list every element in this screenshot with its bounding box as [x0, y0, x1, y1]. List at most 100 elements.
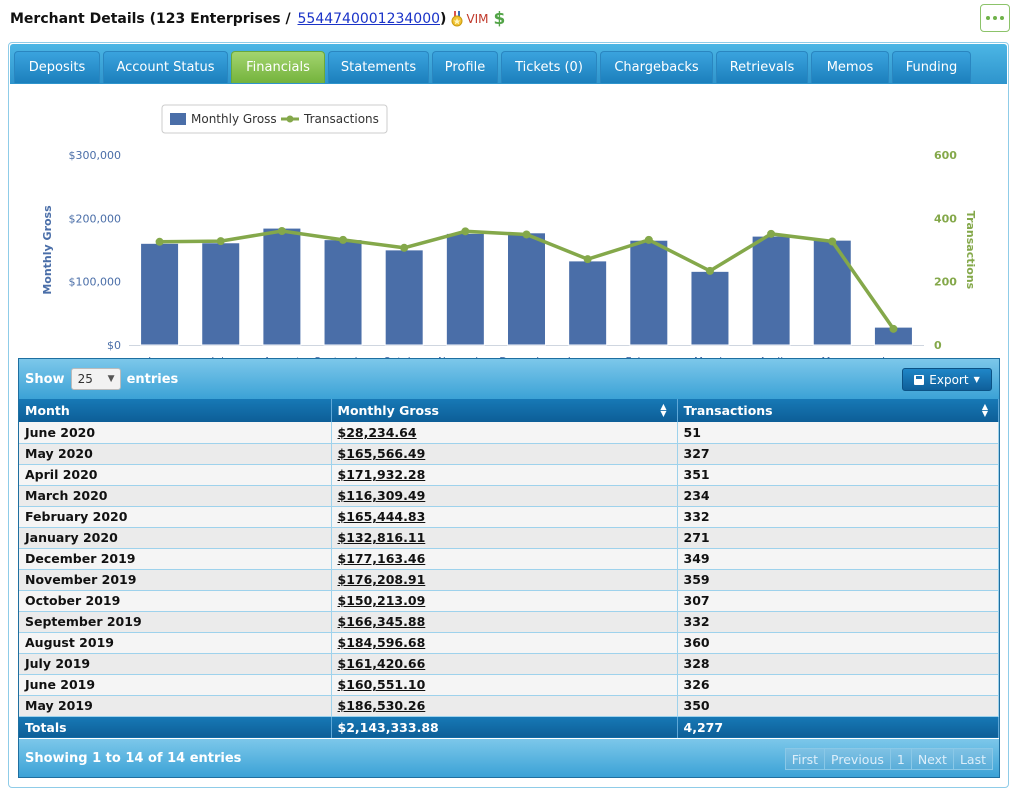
pager-first-button[interactable]: First: [784, 748, 826, 770]
more-options-button[interactable]: [980, 4, 1010, 32]
table-row: June 2019 $160,551.10 326: [19, 674, 999, 696]
medal-icon: [450, 11, 464, 27]
column-label: Month: [25, 403, 70, 418]
gross-cell: $186,530.26: [331, 695, 678, 717]
merchant-panel: Deposits Account Status Financials Statemen…: [8, 42, 1009, 788]
pager-previous-button[interactable]: Previous: [824, 748, 891, 770]
gross-link[interactable]: $132,816.11: [337, 530, 426, 545]
gross-link[interactable]: $165,566.49: [337, 446, 426, 461]
tab-funding[interactable]: Funding: [892, 51, 971, 83]
export-label: Export: [929, 372, 969, 387]
show-label: Show: [25, 371, 65, 387]
gross-link[interactable]: $176,208.91: [337, 572, 426, 587]
table-row: February 2020 $165,444.83 332: [19, 506, 999, 528]
chart-legend: [161, 104, 388, 134]
export-button[interactable]: Export ▼: [902, 368, 992, 391]
gross-link[interactable]: $184,596.68: [337, 635, 426, 650]
column-header-month[interactable]: Month: [19, 399, 332, 422]
gross-link[interactable]: $171,932.28: [337, 467, 426, 482]
page-size-select[interactable]: 25 ▼: [70, 368, 121, 390]
column-label: Transactions: [683, 403, 773, 418]
transactions-cell: 332: [677, 506, 999, 528]
gross-link[interactable]: $160,551.10: [337, 677, 426, 692]
vim-label: VIM: [466, 12, 489, 26]
caret-down-icon: ▼: [973, 375, 980, 384]
y-tick-label: $100,000: [69, 276, 122, 289]
month-cell: February 2020: [19, 506, 332, 528]
sort-icon: ▲ ▼: [660, 402, 667, 418]
y2-axis-title: Transactions: [964, 211, 977, 290]
tab-memos[interactable]: Memos: [811, 51, 889, 83]
gross-cell: $177,163.46: [331, 548, 678, 570]
gross-link[interactable]: $186,530.26: [337, 698, 426, 713]
gross-cell: $160,551.10: [331, 674, 678, 696]
dot-icon: [1000, 16, 1004, 20]
totals-label: Totals: [19, 716, 332, 738]
gross-cell: $116,309.49: [331, 485, 678, 507]
bar-monthly-gross: [568, 260, 608, 346]
tab-profile[interactable]: Profile: [432, 51, 498, 83]
point-transactions: [828, 237, 837, 246]
gross-link[interactable]: $150,213.09: [337, 593, 426, 608]
table-toolbar: Show 25 ▼ entries Export ▼: [19, 359, 999, 399]
month-cell: August 2019: [19, 632, 332, 654]
table-row: March 2020 $116,309.49 234: [19, 485, 999, 507]
transactions-cell: 51: [677, 422, 999, 444]
tab-statements[interactable]: Statements: [328, 51, 429, 83]
transactions-cell: 359: [677, 569, 999, 591]
column-label: Monthly Gross: [337, 403, 439, 418]
dot-icon: [993, 16, 997, 20]
gross-link[interactable]: $28,234.64: [337, 424, 417, 440]
point-transactions: [767, 229, 776, 238]
point-transactions: [889, 324, 898, 333]
bar-monthly-gross: [690, 270, 730, 346]
bar-monthly-gross: [751, 235, 791, 346]
tab-deposits[interactable]: Deposits: [14, 51, 100, 83]
pager-next-button[interactable]: Next: [910, 748, 954, 770]
column-header-transactions[interactable]: Transactions ▲ ▼: [677, 399, 999, 422]
tab-retrievals[interactable]: Retrievals: [716, 51, 808, 83]
entries-label: entries: [126, 371, 179, 387]
merchant-id-link[interactable]: 5544740001234000: [297, 11, 441, 27]
bar-monthly-gross: [262, 227, 302, 346]
month-cell: May 2019: [19, 695, 332, 717]
totals-row: Totals $2,143,333.88 4,277: [19, 716, 999, 738]
gross-cell: $176,208.91: [331, 569, 678, 591]
transactions-cell: 271: [677, 527, 999, 549]
totals-gross: $2,143,333.88: [331, 716, 678, 738]
pager-1-button[interactable]: 1: [889, 748, 912, 770]
title-prefix: Merchant Details (123 Enterprises /: [10, 11, 291, 27]
month-cell: September 2019: [19, 611, 332, 633]
financials-table-panel: Show 25 ▼ entries Export ▼ Month Monthly …: [18, 358, 1000, 778]
gross-link[interactable]: $161,420.66: [337, 656, 426, 671]
gross-cell: $161,420.66: [331, 653, 678, 675]
y-axis-title: Monthly Gross: [41, 205, 54, 295]
month-cell: June 2019: [19, 674, 332, 696]
gross-link[interactable]: $116,309.49: [337, 488, 426, 503]
tab-account-status[interactable]: Account Status: [103, 51, 228, 83]
bar-monthly-gross: [140, 242, 180, 346]
transactions-cell: 351: [677, 464, 999, 486]
transactions-cell: 328: [677, 653, 999, 675]
gross-cell: $165,566.49: [331, 443, 678, 465]
gross-cell: $150,213.09: [331, 590, 678, 612]
point-transactions: [705, 266, 714, 275]
tab-tickets-0[interactable]: Tickets (0): [501, 51, 597, 83]
month-cell: July 2019: [19, 653, 332, 675]
tab-bar: Deposits Account Status Financials Statemen…: [10, 44, 1007, 84]
gross-cell: $171,932.28: [331, 464, 678, 486]
tab-chargebacks[interactable]: Chargebacks: [600, 51, 713, 83]
pager-last-button[interactable]: Last: [952, 748, 993, 770]
column-header-monthly-gross[interactable]: Monthly Gross ▲ ▼: [331, 399, 678, 422]
sort-icon: ▲ ▼: [981, 402, 988, 418]
tab-financials[interactable]: Financials: [231, 51, 325, 83]
table-row: June 2020 $28,234.64 51: [19, 422, 999, 444]
point-transactions: [155, 237, 164, 246]
gross-link[interactable]: $166,345.88: [337, 614, 426, 629]
transactions-cell: 326: [677, 674, 999, 696]
table-row: May 2019 $186,530.26 350: [19, 695, 999, 717]
transactions-cell: 332: [677, 611, 999, 633]
gross-cell: $132,816.11: [331, 527, 678, 549]
gross-link[interactable]: $177,163.46: [337, 551, 426, 566]
gross-link[interactable]: $165,444.83: [337, 509, 426, 524]
